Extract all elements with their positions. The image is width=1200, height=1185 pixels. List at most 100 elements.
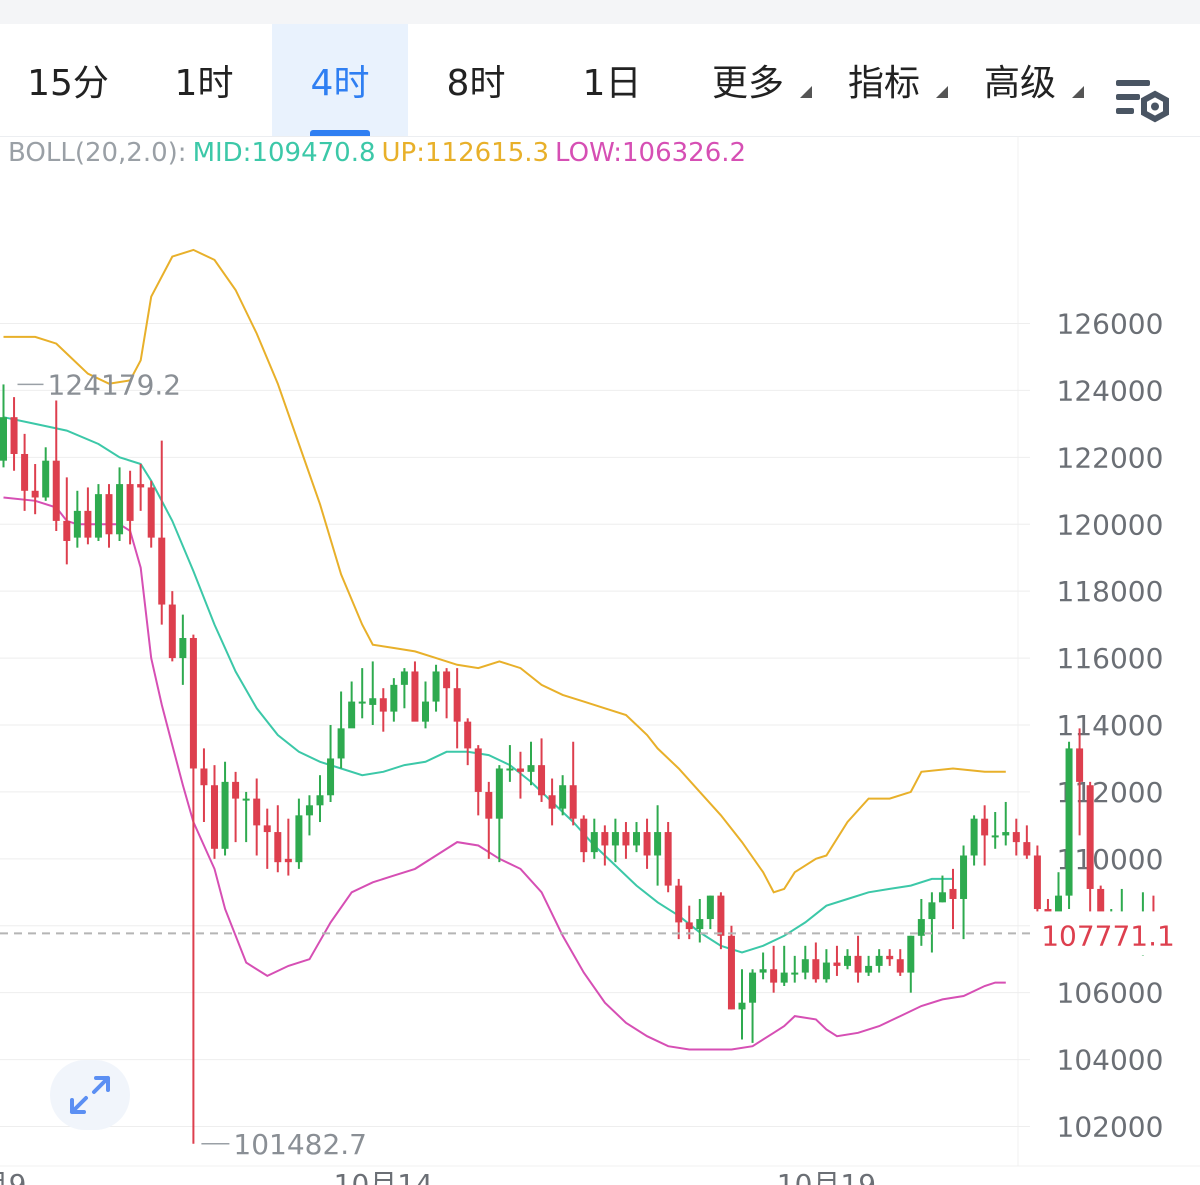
tab-more[interactable]: 更多 <box>680 24 816 136</box>
candle-body[interactable] <box>42 460 50 498</box>
candle-body[interactable] <box>168 604 176 659</box>
candle-body[interactable] <box>896 959 904 973</box>
candle-body[interactable] <box>1023 842 1031 856</box>
candle-body[interactable] <box>1002 832 1010 836</box>
candle-body[interactable] <box>770 969 778 983</box>
candle-body[interactable] <box>400 671 408 685</box>
candle-body[interactable] <box>369 698 377 705</box>
candle-body[interactable] <box>970 818 978 856</box>
candle-body[interactable] <box>1055 895 1062 923</box>
candle-body[interactable] <box>358 701 366 704</box>
candle-body[interactable] <box>685 922 693 930</box>
candle-body[interactable] <box>263 825 271 833</box>
candle-body[interactable] <box>569 785 577 819</box>
candle-body[interactable] <box>791 972 799 975</box>
candle-body[interactable] <box>1086 785 1094 889</box>
candle-body[interactable] <box>422 701 429 722</box>
candle-body[interactable] <box>749 972 757 1003</box>
candle-body[interactable] <box>316 795 324 806</box>
candle-body[interactable] <box>548 795 556 809</box>
candle-body[interactable] <box>812 959 820 980</box>
candle-body[interactable] <box>559 785 567 809</box>
candle-body[interactable] <box>960 855 968 899</box>
candle-body[interactable] <box>327 758 335 796</box>
candle-body[interactable] <box>611 832 619 846</box>
candle-body[interactable] <box>822 962 830 980</box>
candle-body[interactable] <box>200 768 208 786</box>
candle-body[interactable] <box>1065 748 1073 896</box>
candle-body[interactable] <box>727 935 735 1010</box>
tab-indicators[interactable]: 指标 <box>816 24 952 136</box>
candlestick-chart[interactable]: 102000 104000 106000 110000 112000 114000 1160… <box>0 136 1200 1185</box>
candle-body[interactable] <box>590 832 598 853</box>
candle-body[interactable] <box>1012 832 1020 843</box>
candle-body[interactable] <box>63 520 71 541</box>
candle-body[interactable] <box>221 781 229 849</box>
candle-body[interactable] <box>443 671 451 689</box>
candle-body[interactable] <box>917 919 925 936</box>
candle-body[interactable] <box>664 832 672 886</box>
chart-settings-button[interactable] <box>1110 68 1174 138</box>
candle-body[interactable] <box>801 959 809 973</box>
tab-1d[interactable]: 1日 <box>544 24 680 136</box>
candle-body[interactable] <box>780 972 788 983</box>
tab-15m[interactable]: 15分 <box>0 24 136 136</box>
candle-body[interactable] <box>464 721 472 749</box>
candle-body[interactable] <box>411 671 419 722</box>
candle-body[interactable] <box>31 490 39 498</box>
candle-body[interactable] <box>379 698 387 712</box>
candle-body[interactable] <box>105 494 113 535</box>
candle-body[interactable] <box>633 832 640 846</box>
tab-1h[interactable]: 1时 <box>136 24 272 136</box>
candle-body[interactable] <box>485 791 493 819</box>
candle-body[interactable] <box>94 494 102 538</box>
candle-body[interactable] <box>84 510 92 538</box>
candle-body[interactable] <box>179 638 187 659</box>
candle-body[interactable] <box>189 638 197 769</box>
candle-body[interactable] <box>675 885 683 923</box>
candle-body[interactable] <box>981 818 989 836</box>
candle-body[interactable] <box>147 487 155 538</box>
candle-body[interactable] <box>991 835 999 838</box>
candle-body[interactable] <box>886 955 894 960</box>
candle-body[interactable] <box>643 832 651 856</box>
candle-body[interactable] <box>1076 748 1084 782</box>
candle-body[interactable] <box>390 684 398 712</box>
candle-body[interactable] <box>137 484 145 488</box>
expand-chart-button[interactable] <box>50 1060 130 1130</box>
candle-body[interactable] <box>580 818 588 853</box>
candle-body[interactable] <box>495 768 503 819</box>
candle-body[interactable] <box>73 510 81 538</box>
candle-body[interactable] <box>759 969 767 973</box>
candle-body[interactable] <box>516 768 524 772</box>
candle-body[interactable] <box>284 858 292 863</box>
candle-body[interactable] <box>1033 855 1041 910</box>
candle-body[interactable] <box>949 888 957 899</box>
candle-body[interactable] <box>52 460 60 521</box>
candle-body[interactable] <box>0 417 7 461</box>
candle-body[interactable] <box>938 892 946 903</box>
candle-body[interactable] <box>538 765 546 796</box>
candle-body[interactable] <box>1097 888 1105 926</box>
candle-body[interactable] <box>854 955 862 973</box>
candle-body[interactable] <box>10 417 18 454</box>
candle-body[interactable] <box>865 965 873 973</box>
candle-body[interactable] <box>717 895 725 936</box>
candle-body[interactable] <box>844 955 851 966</box>
tab-8h[interactable]: 8时 <box>408 24 544 136</box>
candle-body[interactable] <box>337 728 345 759</box>
candle-body[interactable] <box>242 798 250 801</box>
candle-body[interactable] <box>654 832 662 856</box>
candle-body[interactable] <box>348 701 356 729</box>
candle-body[interactable] <box>232 781 240 799</box>
tab-4h[interactable]: 4时 <box>272 24 408 136</box>
candle-body[interactable] <box>211 785 218 849</box>
candle-body[interactable] <box>295 815 303 863</box>
candle-body[interactable] <box>738 1002 746 1010</box>
candle-body[interactable] <box>527 765 535 772</box>
candle-body[interactable] <box>696 919 704 930</box>
candle-body[interactable] <box>253 798 261 826</box>
candle-body[interactable] <box>706 895 714 920</box>
candle-body[interactable] <box>158 537 166 605</box>
candle-body[interactable] <box>833 962 841 966</box>
